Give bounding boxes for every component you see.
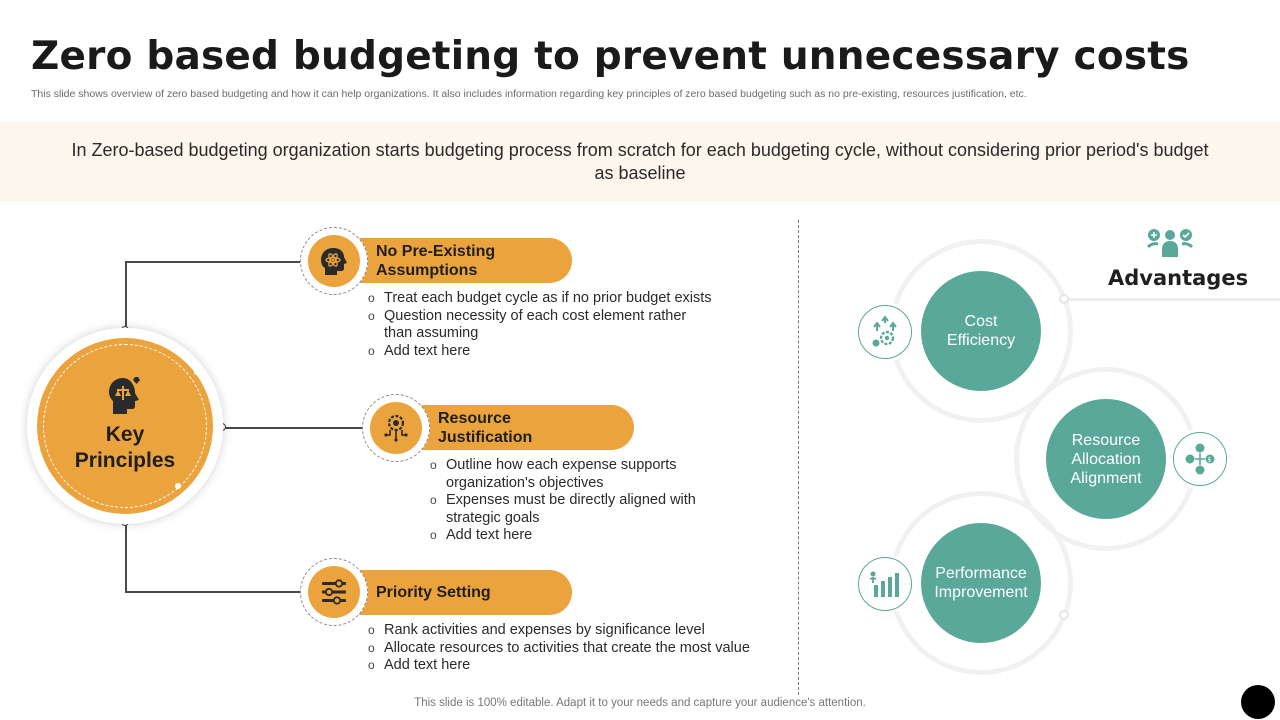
principle-title-line2: Assumptions <box>376 262 478 279</box>
principle-bullets: Outline how each expense supports organi… <box>430 457 720 545</box>
sliders-icon <box>322 579 346 605</box>
advantage-label-line2: Efficiency <box>946 332 1016 349</box>
advantage-label-line2: Allocation <box>1071 450 1141 468</box>
advantage-performance-improvement: Performance Improvement <box>921 523 1041 643</box>
principle-pill <box>330 570 572 615</box>
bullet-item: Treat each budget cycle as if no prior b… <box>368 290 728 308</box>
advantage-resource-allocation: Resource Allocation Alignment <box>1046 399 1166 519</box>
bar-growth-icon <box>869 571 899 597</box>
principle-pill <box>330 238 572 283</box>
bullet-item: Allocate resources to activities that cr… <box>368 640 768 658</box>
advantage-label-line1: Performance <box>935 565 1027 582</box>
principle-title-line1: Priority Setting <box>376 584 491 601</box>
principle-pill <box>392 405 634 450</box>
advantages-underline <box>1068 298 1280 301</box>
svg-text:$: $ <box>1208 457 1212 464</box>
people-balance-icon <box>1146 229 1194 257</box>
connector-line <box>222 427 362 429</box>
footer-note: This slide is 100% editable. Adapt it to… <box>414 697 866 709</box>
principle-title-line2: Justification <box>438 429 533 446</box>
principle-title: No Pre-Existing Assumptions <box>376 242 495 280</box>
connector-line <box>125 261 300 263</box>
bullet-item: Expenses must be directly aligned with s… <box>430 492 720 527</box>
bullet-item: Add text here <box>368 343 728 361</box>
principle-title: Priority Setting <box>376 583 491 602</box>
key-principles-label: Key Principles <box>75 422 175 474</box>
dashed-ring <box>43 344 207 508</box>
principle-title-line1: No Pre-Existing <box>376 243 496 260</box>
definition-banner: In Zero-based budgeting organization sta… <box>0 122 1280 202</box>
principle-bullets: Rank activities and expenses by signific… <box>368 622 768 675</box>
advantage-label-line1: Resource <box>1071 431 1141 449</box>
bullet-item: Question necessity of each cost element … <box>368 308 698 343</box>
advantage-label-line3: Alignment <box>1070 469 1142 487</box>
principle-icon-badge <box>308 566 360 618</box>
connector-line <box>125 591 300 593</box>
atom-head-icon <box>321 248 347 275</box>
connector-line <box>125 261 127 329</box>
gear-circuit-icon <box>384 414 408 442</box>
advantages-title: Advantages <box>1108 266 1249 290</box>
page-subtitle: This slide shows overview of zero based … <box>31 88 1027 100</box>
arc-node-dot <box>1059 610 1069 620</box>
head-scales-icon <box>109 377 140 414</box>
principle-title-line1: Resource <box>438 410 511 427</box>
arc-node-dot <box>1059 294 1069 304</box>
advantage-icon-circle: $ <box>1173 432 1227 486</box>
section-divider <box>798 220 799 695</box>
advantage-label-line2: Improvement <box>934 584 1028 601</box>
principle-bullets: Treat each budget cycle as if no prior b… <box>368 290 728 360</box>
advantage-icon-circle <box>858 557 912 611</box>
money-network-icon: $ <box>1185 443 1215 475</box>
principle-icon-badge <box>370 402 422 454</box>
corner-marker <box>1241 685 1275 719</box>
principle-icon-badge <box>308 235 360 287</box>
banner-text: In Zero-based budgeting organization sta… <box>71 140 1209 183</box>
principle-title: Resource Justification <box>438 409 532 447</box>
advantage-cost-efficiency: Cost Efficiency <box>921 271 1041 391</box>
decorative-dot <box>175 483 181 489</box>
advantage-icon-circle <box>858 305 912 359</box>
bullet-item: Rank activities and expenses by signific… <box>368 622 768 640</box>
bullet-item: Outline how each expense supports organi… <box>430 457 720 492</box>
bullet-item: Add text here <box>368 657 768 675</box>
decorative-dot <box>194 370 199 375</box>
page-title: Zero based budgeting to prevent unnecess… <box>31 34 1190 79</box>
advantage-label-line1: Cost <box>964 313 998 330</box>
key-principles-label-line2: Principles <box>74 449 176 472</box>
key-principles-circle: Key Principles <box>37 338 213 514</box>
bullet-item: Add text here <box>430 527 720 545</box>
connector-line <box>125 522 127 592</box>
growth-gear-icon <box>872 315 897 347</box>
key-principles-label-line1: Key <box>105 423 145 446</box>
